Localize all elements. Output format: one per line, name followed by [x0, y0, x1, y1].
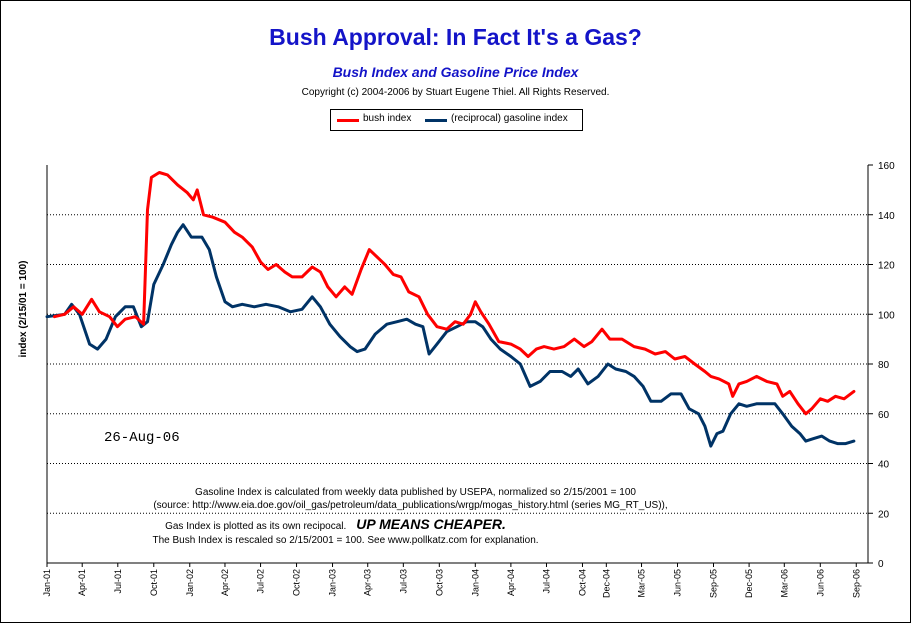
legend-swatch-gas [425, 119, 447, 122]
x-tick-label: Oct-02 [292, 569, 302, 596]
y-tick-label: 160 [878, 161, 895, 172]
series-line-bush-index [52, 171, 856, 416]
x-tick-label: Jan-01 [42, 569, 52, 597]
chart-title: Bush Approval: In Fact It's a Gas? [269, 24, 642, 50]
x-tick-label: Apr-02 [220, 569, 230, 596]
x-tick-label: Apr-04 [506, 569, 516, 596]
x-tick-label: Jul-04 [541, 569, 551, 594]
y-tick-label: 20 [878, 509, 890, 520]
y-tick-label: 40 [878, 460, 890, 471]
x-tick-label: Jan-03 [328, 569, 338, 597]
x-tick-label: Oct-04 [577, 569, 587, 596]
note-line-3-text: Gas Index is plotted as its own recipoca… [165, 521, 347, 532]
y-axis-label: index (2/15/01 = 100) [18, 260, 29, 358]
x-tick-label: Apr-01 [77, 569, 87, 596]
x-tick-label: Mar-06 [779, 569, 789, 598]
x-tick-label: Sep-05 [709, 569, 719, 598]
x-tick-label: Apr-03 [363, 569, 373, 596]
y-tick-label: 140 [878, 211, 895, 222]
note-line-4: The Bush Index is rescaled so 2/15/2001 … [152, 535, 539, 546]
legend-swatch-bush [337, 119, 359, 122]
x-tick-label: Oct-03 [434, 569, 444, 596]
legend: bush index (reciprocal) gasoline index [330, 109, 583, 131]
x-tick-label: Jun-05 [673, 569, 683, 597]
up-means-cheaper: UP MEANS CHEAPER. [356, 516, 506, 532]
copyright-text: Copyright (c) 2004-2006 by Stuart Eugene… [301, 87, 610, 98]
note-line-2: (source: http://www.eia.doe.gov/oil_gas/… [153, 500, 668, 511]
x-tick-label: Jul-01 [113, 569, 123, 594]
y-tick-label: 0 [878, 559, 884, 570]
y-tick-label: 80 [878, 360, 890, 371]
y-tick-label: 60 [878, 410, 890, 421]
x-tick-label: Mar-05 [637, 569, 647, 598]
legend-label-gas: (reciprocal) gasoline index [451, 113, 568, 124]
x-tick-label: Dec-05 [744, 569, 754, 598]
x-tick-label: Jan-04 [470, 569, 480, 597]
legend-label-bush: bush index [363, 113, 412, 124]
x-tick-label: Sep-06 [851, 569, 861, 598]
x-tick-label: Jul-03 [398, 569, 408, 594]
note-line-1: Gasoline Index is calculated from weekly… [195, 487, 636, 498]
date-stamp: 26-Aug-06 [104, 430, 180, 446]
x-tick-label: Jun-06 [815, 569, 825, 597]
note-line-3: Gas Index is plotted as its own recipoca… [0, 516, 791, 532]
x-tick-label: Jan-02 [185, 569, 195, 597]
x-tick-label: Jul-02 [256, 569, 266, 594]
x-tick-label: Oct-01 [149, 569, 159, 596]
x-tick-label: Dec-04 [601, 569, 611, 598]
y-tick-label: 100 [878, 310, 895, 321]
chart-subtitle: Bush Index and Gasoline Price Index [332, 64, 579, 80]
series-line-gasoline-index [45, 223, 856, 448]
y-tick-label: 120 [878, 261, 895, 272]
